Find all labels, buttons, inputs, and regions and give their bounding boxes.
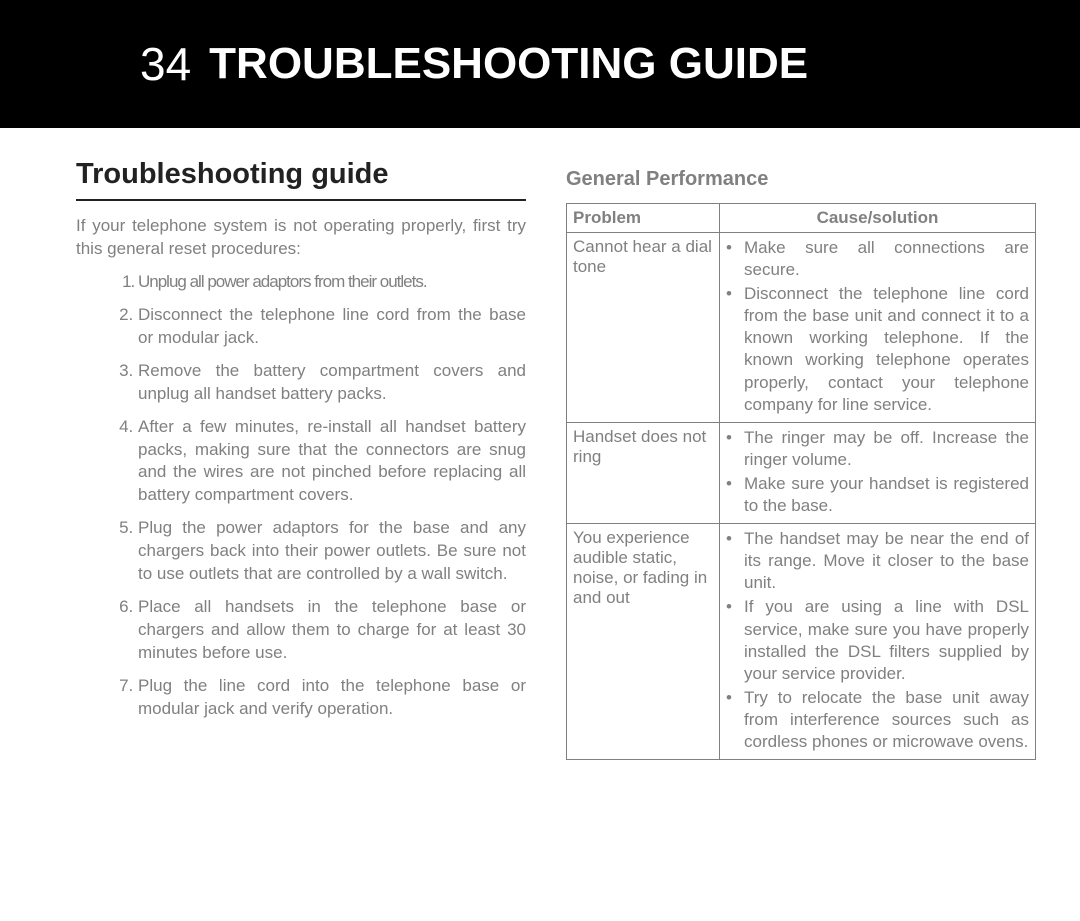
right-column: General Performance Problem Cause/soluti… xyxy=(566,158,1036,760)
solution-item: If you are using a line with DSL service… xyxy=(726,596,1029,684)
table-header-row: Problem Cause/solution xyxy=(567,204,1036,233)
solution-item: Make sure your handset is registered to … xyxy=(726,473,1029,517)
solution-cell: The ringer may be off. Increase the ring… xyxy=(720,422,1036,523)
document-page: 34 TROUBLESHOOTING GUIDE Troubleshooting… xyxy=(0,0,1080,921)
step-item: Remove the battery compartment covers an… xyxy=(138,360,526,406)
solution-item: The handset may be near the end of its r… xyxy=(726,528,1029,594)
sub-section-title: General Performance xyxy=(566,168,1036,191)
problem-cell: You experience audible static, noise, or… xyxy=(567,524,720,760)
solution-cell: Make sure all connections are secure. Di… xyxy=(720,233,1036,423)
header-title: TROUBLESHOOTING GUIDE xyxy=(209,39,808,89)
troubleshooting-table: Problem Cause/solution Cannot hear a dia… xyxy=(566,203,1036,760)
step-item: Plug the line cord into the telephone ba… xyxy=(138,675,526,721)
step-item: Plug the power adaptors for the base and… xyxy=(138,517,526,586)
problem-cell: Cannot hear a dial tone xyxy=(567,233,720,423)
col-header-solution: Cause/solution xyxy=(720,204,1036,233)
left-column: Troubleshooting guide If your telephone … xyxy=(76,158,526,760)
problem-cell: Handset does not ring xyxy=(567,422,720,523)
solution-item: Make sure all connections are secure. xyxy=(726,237,1029,281)
page-number: 34 xyxy=(140,37,191,91)
table-row: Cannot hear a dial tone Make sure all co… xyxy=(567,233,1036,423)
header-band: 34 TROUBLESHOOTING GUIDE xyxy=(0,0,1080,128)
col-header-problem: Problem xyxy=(567,204,720,233)
section-title: Troubleshooting guide xyxy=(76,158,526,201)
step-item: Disconnect the telephone line cord from … xyxy=(138,304,526,350)
step-item: After a few minutes, re-install all hand… xyxy=(138,416,526,508)
solution-item: Try to relocate the base unit away from … xyxy=(726,687,1029,753)
table-row: Handset does not ring The ringer may be … xyxy=(567,422,1036,523)
solution-cell: The handset may be near the end of its r… xyxy=(720,524,1036,760)
step-item: Place all handsets in the telephone base… xyxy=(138,596,526,665)
solution-item: Disconnect the telephone line cord from … xyxy=(726,283,1029,416)
reset-steps-list: Unplug all power adaptors from their out… xyxy=(76,271,526,721)
solution-item: The ringer may be off. Increase the ring… xyxy=(726,427,1029,471)
table-row: You experience audible static, noise, or… xyxy=(567,524,1036,760)
step-item: Unplug all power adaptors from their out… xyxy=(138,271,526,294)
intro-paragraph: If your telephone system is not operatin… xyxy=(76,215,526,261)
content-area: Troubleshooting guide If your telephone … xyxy=(76,158,1036,760)
